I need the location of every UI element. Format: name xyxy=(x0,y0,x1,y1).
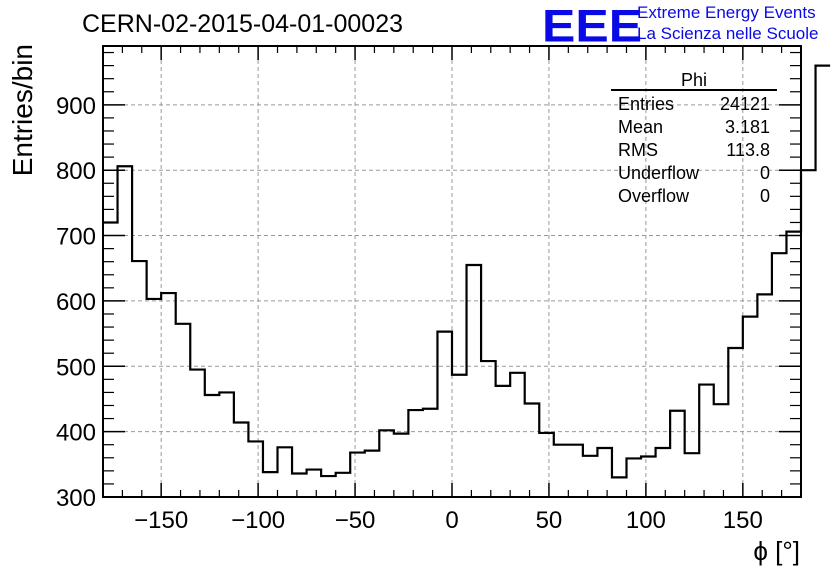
stats-box: Phi Entries 24121 Mean 3.181 RMS 113.8 U… xyxy=(611,70,777,206)
histogram-bin xyxy=(292,473,307,497)
x-tick-label: −150 xyxy=(134,507,188,534)
x-tick-label: 150 xyxy=(723,507,763,534)
histogram-bin xyxy=(597,448,612,497)
histogram-bin xyxy=(786,232,801,497)
x-tick-label: −50 xyxy=(335,507,376,534)
plot-frame xyxy=(102,45,802,498)
histogram-bin xyxy=(336,473,351,497)
tick-labels-layer: −150 −100 −50 0 50 100 150 300 400 500 600 700 800 90… xyxy=(56,93,763,534)
histogram-bin xyxy=(772,253,787,497)
logo-subtitle-1: Extreme Energy Events xyxy=(637,3,816,22)
histogram-bin xyxy=(452,375,467,497)
histogram-bin xyxy=(118,166,133,497)
histogram-bin xyxy=(568,445,583,497)
x-tick-label: 0 xyxy=(445,507,458,534)
histogram-bin xyxy=(408,410,423,497)
histogram-bin xyxy=(525,404,540,497)
histogram-bin xyxy=(816,66,831,497)
stats-value-rms: 113.8 xyxy=(726,140,770,160)
stats-label-mean: Mean xyxy=(618,117,663,137)
eee-logo: EEE xyxy=(542,0,643,52)
y-axis-label: Entries/bin xyxy=(7,44,38,176)
histogram-bin xyxy=(510,373,525,497)
stats-value-entries: 24121 xyxy=(720,94,770,114)
stats-value-overflow: 0 xyxy=(760,186,770,206)
histogram-bin xyxy=(219,392,234,497)
y-tick-label: 400 xyxy=(56,420,96,447)
histogram-bin xyxy=(728,348,743,497)
histogram-bin xyxy=(132,261,147,497)
histogram-bin xyxy=(176,324,191,497)
histogram-bin xyxy=(147,299,162,497)
histogram-bin xyxy=(699,385,714,497)
histogram-bin xyxy=(554,445,569,497)
y-tick-label: 300 xyxy=(56,485,96,512)
histogram-bin xyxy=(583,456,598,497)
stats-value-underflow: 0 xyxy=(760,163,770,183)
histogram-bin xyxy=(801,170,816,497)
histogram-bin xyxy=(641,456,656,497)
stats-name: Phi xyxy=(681,70,707,90)
y-tick-label: 500 xyxy=(56,354,96,381)
histogram-bin xyxy=(350,453,365,497)
histogram-bin xyxy=(467,265,482,497)
histogram-bin xyxy=(234,422,249,497)
histogram-bin xyxy=(743,317,758,497)
logo-subtitle-2: La Scienza nelle Scuole xyxy=(637,24,819,43)
x-axis-label: ϕ [°] xyxy=(753,536,800,566)
y-tick-label: 800 xyxy=(56,158,96,185)
histogram-bin xyxy=(612,477,627,497)
stats-label-rms: RMS xyxy=(618,140,658,160)
histogram-bin xyxy=(757,294,772,497)
histogram-bin xyxy=(307,470,322,497)
histogram-bin xyxy=(656,448,671,497)
histogram-bin xyxy=(263,472,278,497)
x-tick-label: 100 xyxy=(626,507,666,534)
y-tick-label: 600 xyxy=(56,289,96,316)
histogram-outline xyxy=(103,64,831,479)
histogram-bin xyxy=(365,451,380,497)
histogram-bin xyxy=(161,293,176,497)
histogram-bin xyxy=(248,441,263,497)
histogram-bin xyxy=(670,411,685,497)
histogram-bin xyxy=(627,458,642,497)
stats-label-overflow: Overflow xyxy=(618,186,690,206)
histogram-bin xyxy=(539,433,554,497)
histogram-bin xyxy=(685,453,700,497)
y-tick-label: 700 xyxy=(56,224,96,251)
stats-label-entries: Entries xyxy=(618,94,674,114)
histogram-bin xyxy=(714,404,729,497)
histogram-bin xyxy=(205,395,220,497)
bins-layer xyxy=(103,66,830,497)
x-tick-label: −100 xyxy=(231,507,285,534)
histogram-bin xyxy=(481,361,496,497)
histogram-bin xyxy=(496,386,511,497)
y-tick-label: 900 xyxy=(56,93,96,120)
histogram-bin xyxy=(278,447,293,497)
histogram-bin xyxy=(394,434,409,497)
chart-title: CERN-02-2015-04-01-00023 xyxy=(82,10,404,38)
x-tick-label: 50 xyxy=(536,507,563,534)
histogram-bin xyxy=(103,222,118,497)
histogram-bin xyxy=(379,430,394,497)
ticks-layer xyxy=(103,46,801,498)
stats-label-underflow: Underflow xyxy=(618,163,700,183)
histogram-bin xyxy=(190,370,205,497)
histogram-bin xyxy=(321,476,336,497)
histogram-bin xyxy=(423,409,438,497)
histogram-bin xyxy=(437,332,452,497)
stats-value-mean: 3.181 xyxy=(725,117,770,137)
